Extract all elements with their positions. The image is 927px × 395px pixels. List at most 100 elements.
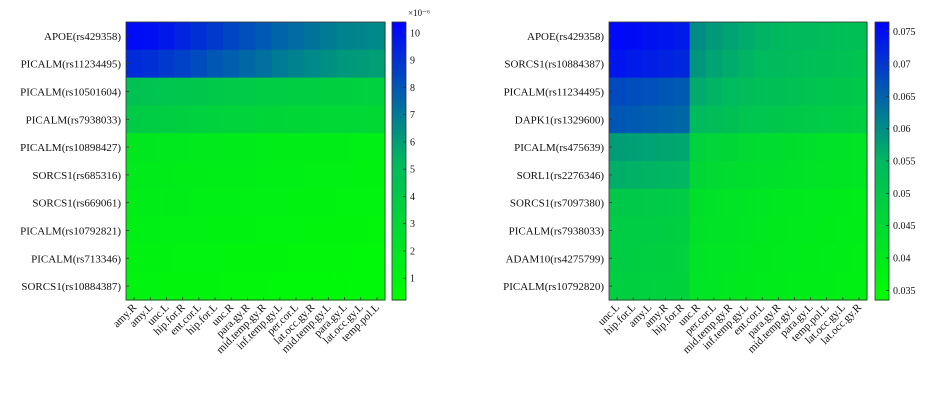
heatmap-cell [705,161,723,190]
heatmap-cell [223,22,240,51]
heatmap-cell [786,188,804,218]
heatmap-cell [126,133,143,162]
heatmap-cell [609,272,626,301]
heatmap-cell [223,161,240,190]
heatmap-cell [834,244,852,273]
heatmap-cell [641,244,658,273]
heatmap-cell [174,133,192,162]
heatmap-cell [255,22,273,51]
heatmap-cell [625,216,642,245]
colorbar-segment [392,185,406,190]
heatmap-cell [271,77,289,106]
heatmap-cell [609,133,626,162]
heatmap-cell [689,77,707,106]
heatmap-cell [304,105,321,134]
heatmap-cell [336,105,354,134]
colorbar-segment [392,108,406,113]
heatmap-cell [625,105,642,134]
row-label: APOE(rs429358) [44,31,121,43]
colorbar-segment [875,108,889,113]
heatmap-cell [126,272,143,301]
heatmap-cell [705,272,723,301]
colorbar-segment [392,296,406,301]
heatmap-cell [850,272,868,301]
colorbar-tick-label: 8 [410,83,415,94]
heatmap-cell [705,22,723,51]
heatmap-cell [770,216,787,245]
colorbar-segment [875,202,889,207]
colorbar-segment [875,84,889,89]
heatmap-cell [158,105,176,134]
heatmap-cell [271,188,289,218]
heatmap-cell [255,105,273,134]
heatmap-cell [721,105,739,134]
heatmap-cell [352,188,370,218]
heatmap-cell [802,188,820,218]
colorbar-segment [392,91,406,96]
heatmap-cell [818,133,836,162]
colorbar-segment [875,244,889,249]
heatmap-cell [174,105,192,134]
colorbar-segment [392,94,406,100]
heatmap-cell [158,216,176,245]
colorbar-segment [875,88,889,93]
colorbar-segment [392,247,406,252]
heatmap-cell [609,188,626,218]
heatmap-cell [271,216,289,245]
heatmap-cell [255,216,273,245]
colorbar-tick-label: 6 [410,137,415,148]
heatmap-cell [850,105,868,134]
heatmap-cell [850,161,868,190]
heatmap-cell [126,244,143,273]
colorbar-segment [875,70,889,75]
heatmap-cell [126,77,143,106]
heatmap-cell [818,22,836,51]
colorbar-segment [875,209,889,214]
row-label: PICALM(rs7938033) [509,226,605,238]
heatmap-cell [625,244,642,273]
heatmap-cell [126,216,143,245]
heatmap-cell [239,49,257,79]
colorbar-segment [875,223,889,228]
row-label: DAPK1(rs1329600) [515,114,605,126]
heatmap-cell [336,77,354,106]
colorbar-segment [392,101,406,106]
heatmap-cell [802,22,820,51]
heatmap-cell [738,105,755,134]
heatmap-cell [190,22,208,51]
colorbar-segment [875,251,889,256]
heatmap-cell [786,244,804,273]
heatmap-cell [368,105,386,134]
colorbar-tick-label: 0.035 [893,286,916,297]
colorbar-segment [875,94,889,100]
heatmap-cell [206,244,224,273]
heatmap-cell [255,188,273,218]
colorbar-segment [875,293,889,298]
heatmap-cell [689,244,707,273]
heatmap-cell [368,77,386,106]
colorbar-segment [392,49,406,54]
heatmap-cell [802,77,820,106]
heatmap-cell [721,77,739,106]
colorbar-segment [875,63,889,68]
heatmap-cell [673,105,691,134]
heatmap-cell [304,188,321,218]
heatmap-cell [754,272,771,301]
heatmap-cell [190,188,208,218]
colorbar-segment [392,112,406,117]
heatmap-cell [770,105,787,134]
heatmap-cell [802,105,820,134]
heatmap-cell [174,161,192,190]
heatmap-cell [786,133,804,162]
colorbar-segment [392,227,406,232]
colorbar-segment [875,254,889,259]
heatmap-cell [287,133,305,162]
colorbar-segment [875,67,889,72]
heatmap-cell [126,22,143,51]
colorbar-segment [875,119,889,124]
heatmap-cell [738,77,755,106]
heatmap-cell [818,188,836,218]
heatmap-cell [657,161,675,190]
heatmap-cell [770,161,787,190]
